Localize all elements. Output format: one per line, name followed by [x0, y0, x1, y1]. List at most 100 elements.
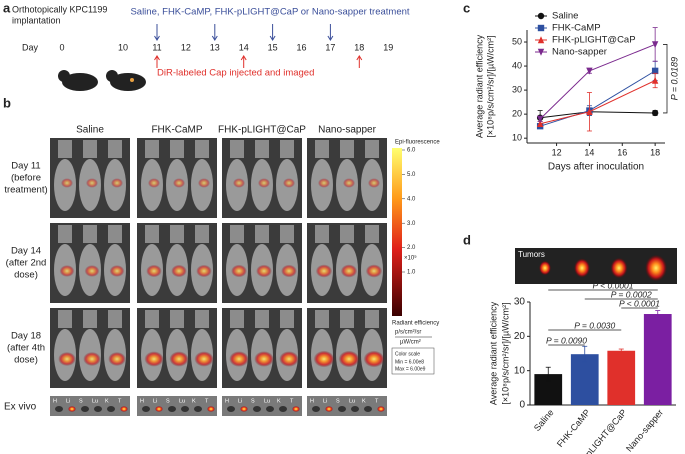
day-number: 16 [296, 42, 306, 52]
y-tick-label: 20 [512, 109, 522, 119]
comparison-label: P = 0.0002 [611, 289, 652, 299]
signal [229, 351, 249, 367]
holder [108, 310, 122, 328]
panel-label: b [3, 95, 11, 110]
holder [145, 140, 159, 158]
arrow-head [356, 55, 363, 61]
colorbar-title: Epi-fluorescence [395, 140, 440, 146]
holder [280, 225, 294, 243]
tumor [645, 254, 667, 282]
y-tick-label: 50 [512, 36, 522, 46]
signal [313, 350, 335, 368]
organ-label: T [290, 398, 294, 404]
signal [111, 178, 123, 188]
organ [207, 406, 215, 412]
signal [194, 351, 214, 367]
organ-label: H [225, 398, 229, 404]
column-header: FHK-CaMP [151, 125, 202, 136]
signal [283, 178, 295, 188]
organ [142, 406, 150, 412]
signal [108, 351, 126, 367]
organ [325, 406, 333, 412]
panel-label: a [3, 0, 11, 15]
signal [340, 264, 358, 278]
arrow-head [327, 35, 334, 41]
colorbar-tick-label: 4.0 [407, 196, 416, 202]
colorbar-tick-label: 2.0 [407, 245, 416, 251]
bar [570, 354, 599, 405]
comparison-label: P = 0.0030 [574, 320, 615, 330]
organ-label: S [251, 398, 255, 404]
mouse-icon [58, 70, 70, 82]
signal [254, 351, 274, 367]
mouse-icon [106, 70, 118, 82]
signal [146, 264, 162, 278]
organ-label: K [362, 398, 366, 404]
y-axis-label: Average radiant efficiency [474, 34, 484, 138]
holder [195, 225, 209, 243]
organ-label: Li [238, 398, 242, 404]
organ-label: K [105, 398, 109, 404]
tumor-dot [130, 78, 134, 82]
holder [170, 310, 184, 328]
signal [198, 178, 210, 188]
imaging-text: DiR-labeled Cap injected and imaged [157, 68, 314, 79]
signal [61, 178, 73, 188]
holder [255, 140, 269, 158]
holder [230, 310, 244, 328]
organ [292, 406, 300, 412]
organ-label: K [277, 398, 281, 404]
organ-label: Lu [92, 398, 98, 404]
x-tick-label: Nano-sapper [624, 407, 665, 453]
holder [365, 225, 379, 243]
organ [240, 406, 248, 412]
arrow-head [240, 55, 247, 61]
day-number: 19 [383, 42, 393, 52]
organ-label: Li [323, 398, 327, 404]
colorbar-tick-label: 5.0 [407, 172, 416, 178]
day-number: 18 [354, 42, 364, 52]
holder [195, 140, 209, 158]
holder [83, 225, 97, 243]
x-tick-label: 12 [552, 147, 562, 157]
row-label: Day 11 [11, 161, 40, 172]
arrow-head [154, 55, 160, 61]
organ-label: T [118, 398, 122, 404]
marker [586, 108, 593, 115]
organ-label: T [375, 398, 379, 404]
day-number: 12 [181, 42, 191, 52]
scale-box [391, 347, 435, 375]
series-line [539, 70, 656, 127]
organ [181, 406, 189, 412]
scale-note: Min = 6.00e8 [395, 359, 424, 365]
colorbar-tick-label: 1.0 [407, 270, 416, 276]
holder [255, 310, 269, 328]
organ [68, 406, 76, 412]
organ-label: Li [153, 398, 157, 404]
bar [607, 350, 636, 405]
y-tick-label: 0 [519, 400, 525, 411]
organ [194, 406, 202, 412]
organ-label: Lu [179, 398, 185, 404]
legend-label: FHK-pLIGHT@CaP [552, 35, 636, 46]
marker [536, 120, 544, 127]
signal [171, 264, 187, 278]
signal [83, 351, 101, 367]
organ-label: K [192, 398, 196, 404]
day-number: 14 [239, 42, 249, 52]
y-tick-label: 10 [512, 133, 522, 143]
ex-vivo-label: Ex vivo [4, 402, 37, 413]
marker [651, 109, 659, 117]
signal [365, 264, 383, 278]
organ [227, 406, 235, 412]
holder [195, 310, 209, 328]
organ [120, 406, 128, 412]
day-number: 13 [210, 42, 220, 52]
annotation: P = 0.0189 [669, 57, 679, 100]
legend-label: FHK-CaMP [552, 23, 601, 34]
organ [81, 406, 89, 412]
organ-label: H [53, 398, 57, 404]
signal [86, 178, 98, 188]
signal [318, 178, 330, 188]
